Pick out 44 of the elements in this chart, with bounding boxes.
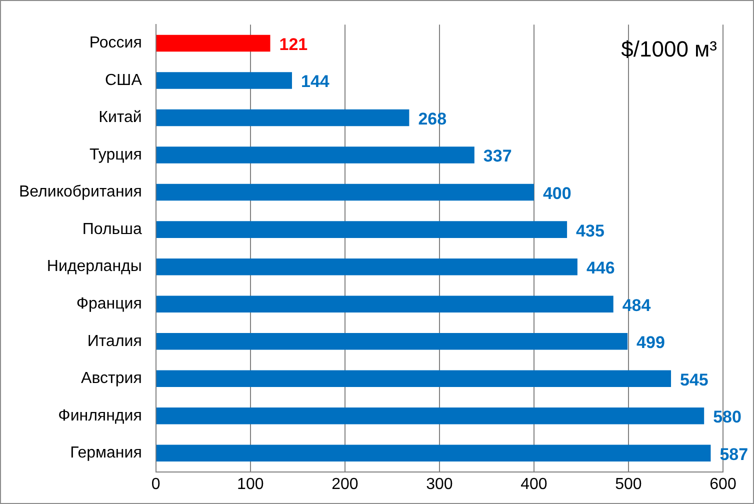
bar — [156, 258, 578, 276]
data-label: 587 — [720, 444, 748, 464]
data-label: 499 — [636, 333, 665, 352]
bar — [156, 221, 568, 238]
x-tick-label: 500 — [615, 476, 642, 493]
bar — [156, 408, 704, 424]
x-tick-label: 100 — [237, 476, 264, 493]
x-tick-label: 400 — [520, 476, 548, 493]
y-tick-label: Китай — [98, 109, 142, 126]
bar — [156, 72, 292, 89]
y-tick-label: Нидерланды — [46, 258, 142, 276]
y-tick-label: Австрия — [81, 370, 142, 388]
data-label: 400 — [542, 184, 572, 203]
x-tick-label: 0 — [151, 476, 160, 493]
data-label: 121 — [279, 34, 308, 54]
data-label: 337 — [483, 146, 512, 166]
x-tick-label: 300 — [426, 476, 453, 493]
data-label: 484 — [622, 296, 652, 315]
y-tick-label: Россия — [89, 34, 142, 52]
bar — [156, 332, 628, 350]
bar — [156, 184, 534, 201]
data-label: 435 — [576, 221, 604, 240]
bar — [156, 146, 474, 164]
data-label: 446 — [586, 258, 615, 278]
bar — [156, 444, 711, 462]
y-tick-label: Польша — [82, 220, 142, 238]
x-tick-label: 600 — [710, 476, 736, 493]
y-tick-label: Финляндия — [58, 407, 142, 424]
bar — [156, 34, 270, 52]
bar — [156, 109, 410, 126]
data-label: 580 — [713, 408, 742, 427]
y-tick-label: Франция — [76, 296, 142, 313]
y-tick-label: США — [104, 72, 142, 89]
x-tick-label: 200 — [332, 476, 358, 493]
data-label: 545 — [680, 370, 708, 390]
data-label: 144 — [300, 72, 330, 92]
bar — [156, 296, 614, 312]
y-tick-label: Италия — [87, 332, 142, 350]
y-tick-label: Германия — [70, 444, 142, 462]
annotation: $/1000 м³ — [621, 36, 717, 62]
y-tick-label: Великобритания — [19, 184, 142, 201]
data-label: 268 — [418, 109, 447, 128]
y-tick-label: Турция — [90, 146, 142, 164]
bar — [156, 370, 672, 388]
